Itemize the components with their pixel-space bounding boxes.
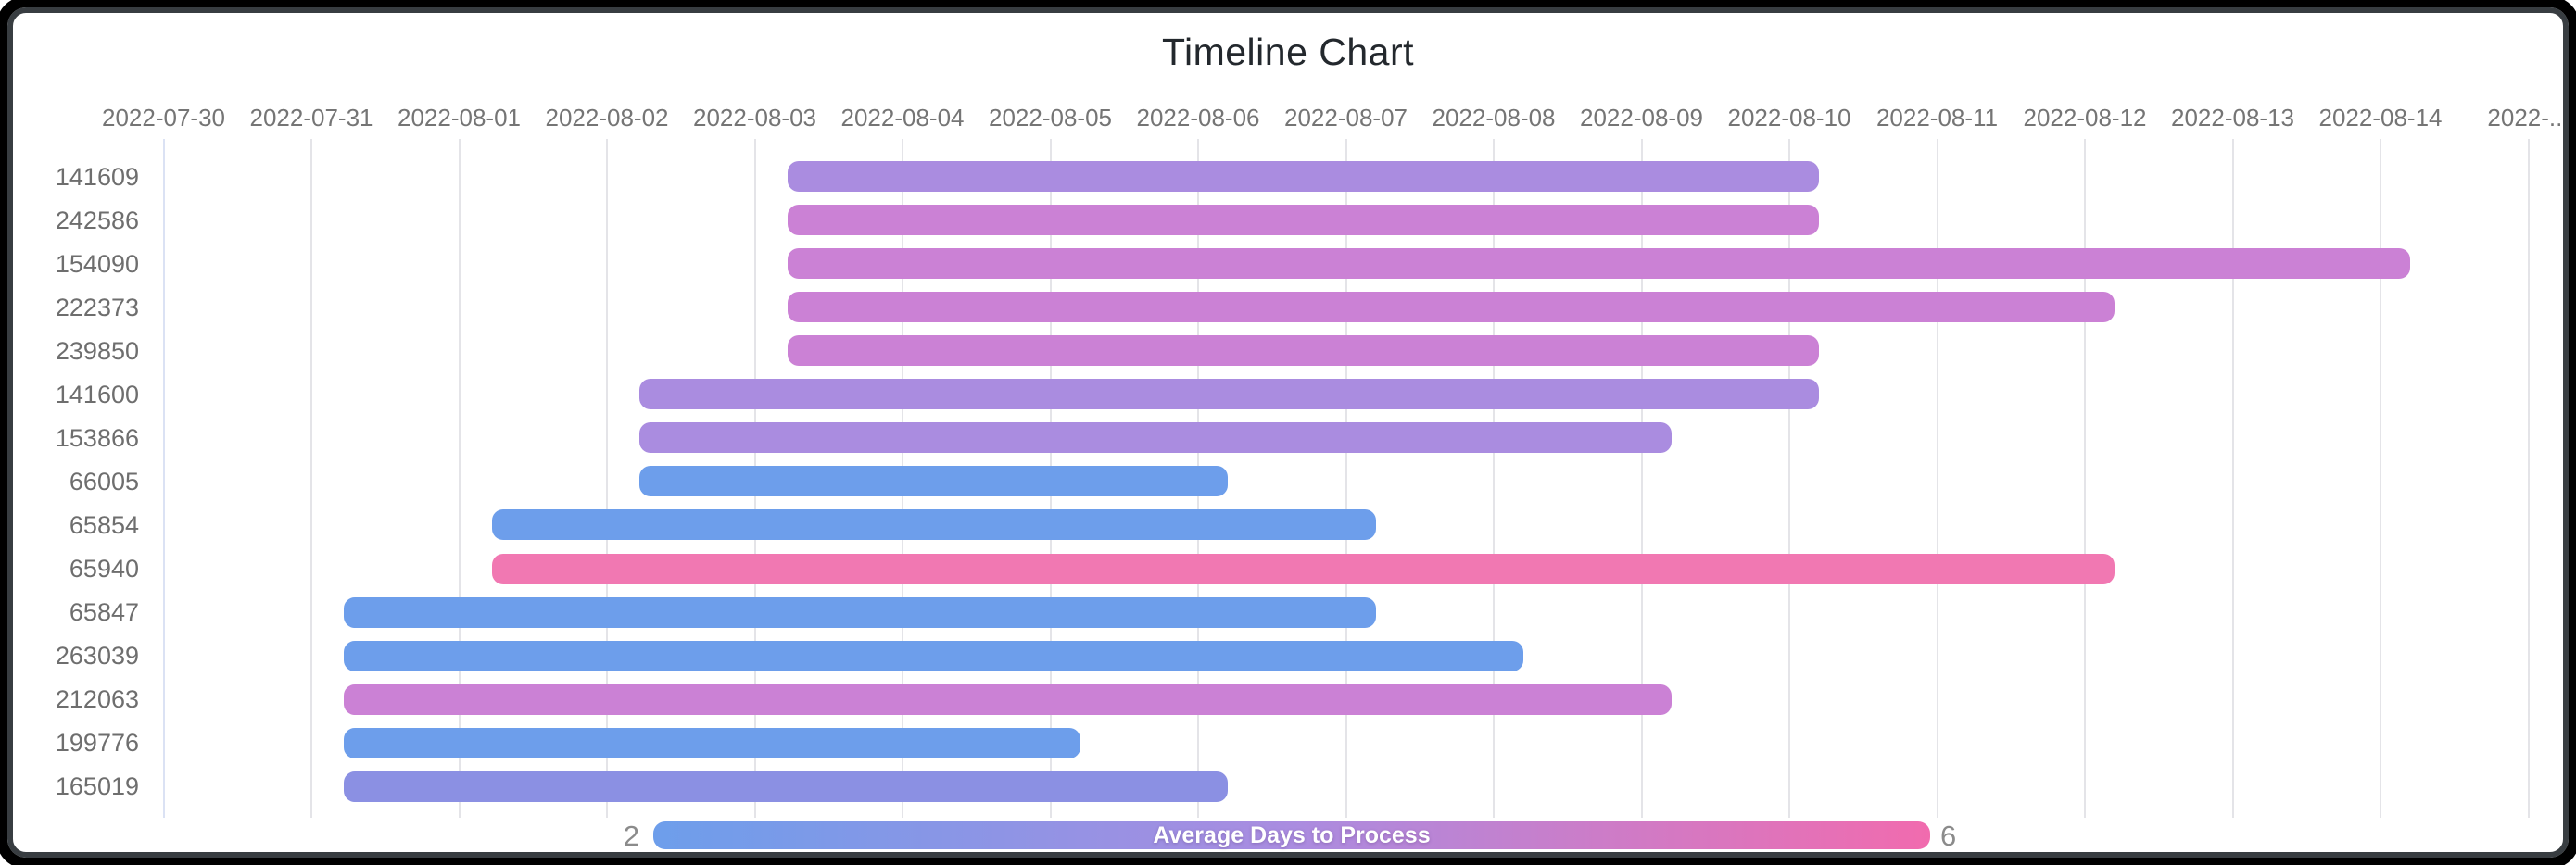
y-row-label: 242586	[55, 206, 139, 234]
y-row-label: 154090	[55, 249, 139, 278]
legend-title: Average Days to Process	[1153, 821, 1431, 848]
gridline	[162, 139, 165, 818]
x-tick-label: 2022-08-03	[693, 104, 816, 132]
timeline-bar-165019[interactable]	[344, 771, 1229, 802]
y-row-label: 65854	[69, 510, 139, 539]
gridline	[310, 139, 312, 818]
x-tick-label: 2022-08-08	[1432, 104, 1556, 132]
x-tick-label: 2022-08-05	[989, 104, 1112, 132]
timeline-bar-239850[interactable]	[787, 335, 1820, 367]
y-row-label: 141600	[55, 380, 139, 408]
chart-title: Timeline Chart	[1161, 31, 1415, 73]
timeline-bar-66005[interactable]	[639, 466, 1229, 497]
legend-min-value: 2	[623, 820, 639, 852]
timeline-bar-222373[interactable]	[787, 292, 2115, 323]
gridline	[2084, 139, 2086, 818]
timeline-bar-212063[interactable]	[344, 683, 1672, 715]
x-tick-label: 2022-08-11	[1875, 104, 1999, 132]
gridline	[606, 139, 608, 818]
timeline-bar-153866[interactable]	[639, 422, 1672, 454]
gridline	[2231, 139, 2234, 818]
gridline	[458, 139, 461, 818]
gridline	[2380, 139, 2381, 818]
timeline-bar-141609[interactable]	[787, 161, 1820, 192]
x-tick-label: 2022-08-14	[2318, 104, 2443, 132]
y-row-label: 65940	[69, 555, 139, 583]
x-tick-label: 2022-08-01	[398, 104, 521, 132]
gridline	[1640, 139, 1643, 818]
y-row-label: 165019	[55, 772, 139, 801]
x-tick-label: 2022-07-31	[249, 104, 373, 132]
x-tick-label: 2022-07-30	[102, 104, 225, 132]
y-row-label: 199776	[55, 729, 139, 758]
timeline-bar-65847[interactable]	[344, 596, 1376, 628]
y-row-label: 66005	[69, 467, 139, 495]
legend-gradient-bar: Average Days to Process	[653, 821, 1930, 849]
timeline-bar-199776[interactable]	[344, 727, 1080, 758]
y-row-label: 263039	[55, 642, 139, 671]
y-row-label: 212063	[55, 685, 139, 714]
legend-max-value: 6	[1940, 820, 1957, 852]
timeline-bar-141600[interactable]	[639, 379, 1820, 410]
y-row-label: 153866	[55, 423, 139, 452]
timeline-bar-65940[interactable]	[491, 553, 2115, 584]
y-row-label: 222373	[55, 293, 139, 321]
gridline	[1493, 139, 1495, 818]
timeline-bar-65854[interactable]	[491, 509, 1376, 541]
x-tick-label: 2022-08-12	[2023, 104, 2147, 132]
x-tick-label: 2022-08-06	[1136, 104, 1260, 132]
gridline	[1788, 139, 1790, 818]
x-tick-label: 2022-08-13	[2171, 104, 2294, 132]
x-tick-label: 2022-08-07	[1284, 104, 1408, 132]
gridline	[2527, 139, 2530, 818]
timeline-bar-154090[interactable]	[787, 248, 2411, 280]
y-row-label: 239850	[55, 336, 139, 365]
gridline	[1345, 139, 1347, 818]
timeline-bar-242586[interactable]	[787, 205, 1820, 236]
x-tick-label: 2022-...	[2487, 104, 2570, 132]
y-row-label: 65847	[69, 598, 139, 627]
gridline	[1936, 139, 1938, 818]
y-row-label: 141609	[55, 162, 139, 191]
x-tick-label: 2022-08-09	[1580, 104, 1703, 132]
x-tick-label: 2022-08-04	[840, 104, 965, 132]
timeline-bar-263039[interactable]	[344, 640, 1524, 671]
x-tick-label: 2022-08-10	[1727, 104, 1851, 132]
x-tick-label: 2022-08-02	[545, 104, 669, 132]
